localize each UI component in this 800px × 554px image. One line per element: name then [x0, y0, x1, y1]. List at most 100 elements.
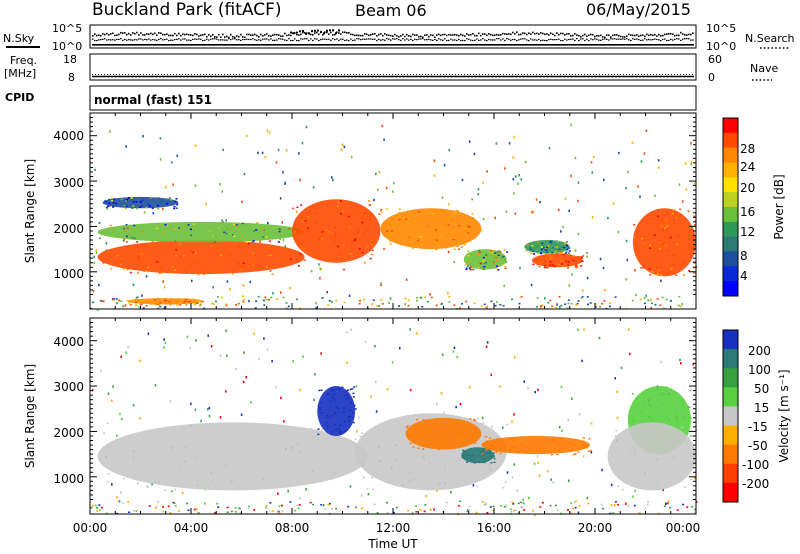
echo-speckle — [169, 304, 172, 306]
nsky-point — [548, 34, 550, 36]
echo-speckle — [639, 411, 642, 413]
echo-speckle — [365, 229, 368, 231]
scatter-mark — [405, 278, 408, 281]
scatter-mark — [583, 328, 585, 331]
nsearch-point — [292, 39, 294, 42]
echo-speckle — [467, 265, 470, 267]
echo-speckle — [177, 240, 180, 242]
echo-speckle — [660, 474, 663, 476]
power-colorbar-swatch — [723, 266, 738, 282]
nsky-baseline-point — [484, 44, 486, 46]
nsearch-point — [122, 39, 124, 41]
nsearch-point — [502, 38, 504, 40]
scatter-mark — [530, 211, 533, 214]
echo-speckle — [386, 208, 389, 210]
nsearch-point — [444, 38, 446, 40]
echo-speckle — [269, 442, 272, 444]
echo-speckle — [288, 228, 291, 230]
ground-scatter-mark — [347, 505, 350, 508]
echo-speckle — [561, 447, 564, 450]
echo-speckle — [501, 256, 504, 259]
echo-speckle — [194, 252, 197, 254]
nsky-point — [538, 33, 540, 35]
echo-speckle — [437, 437, 440, 439]
ground-scatter-mark — [430, 296, 433, 299]
nsky-baseline-point — [192, 44, 194, 46]
nsky-baseline-point — [548, 44, 550, 46]
echo-speckle — [555, 255, 558, 257]
nsky-point — [490, 33, 492, 36]
ground-scatter-mark — [157, 500, 160, 503]
echo-speckle — [502, 443, 505, 445]
nsky-point — [222, 33, 224, 36]
echo-speckle — [336, 387, 339, 390]
echo-speckle — [398, 211, 401, 214]
ground-scatter-mark — [411, 512, 414, 515]
nsky-baseline-point — [154, 44, 156, 46]
echo-speckle — [353, 404, 356, 407]
nsearch-point — [468, 38, 470, 40]
echo-speckle — [458, 434, 461, 436]
echo-speckle — [551, 440, 554, 442]
nsky-point — [380, 33, 382, 35]
echo-speckle — [361, 432, 364, 435]
echo-speckle — [519, 448, 522, 451]
nsearch-point — [328, 38, 330, 40]
echo-speckle — [130, 236, 133, 239]
ground-scatter-mark — [96, 507, 99, 509]
echo-speckle — [157, 204, 160, 207]
nsky-peak-point — [290, 31, 292, 34]
ground-scatter-mark — [120, 300, 123, 303]
ground-scatter-mark — [514, 509, 517, 511]
nsearch-point — [452, 39, 454, 41]
velocity-colorbar-swatches — [723, 330, 738, 503]
nsearch-point — [104, 38, 106, 40]
ground-scatter-mark — [269, 502, 272, 504]
nsky-baseline-point — [128, 44, 130, 46]
nsky-point — [292, 32, 294, 34]
nsearch-point — [300, 38, 302, 40]
scatter-mark — [577, 181, 580, 184]
nsky-point — [312, 34, 314, 36]
scatter-mark — [155, 505, 158, 508]
echo-speckle — [173, 446, 176, 449]
echo-speckle — [556, 240, 559, 243]
scatter-mark — [503, 284, 506, 288]
nsky-baseline-point — [202, 44, 204, 46]
echo-speckle — [364, 440, 367, 442]
echo-speckle — [174, 240, 177, 243]
echo-speckle — [406, 425, 409, 427]
echo-speckle — [559, 250, 562, 253]
echo-speckle — [563, 242, 566, 245]
nsearch-point — [490, 39, 492, 41]
echo-speckle — [336, 245, 339, 248]
echo-speckle — [562, 260, 565, 262]
nsky-point — [98, 34, 100, 37]
ground-scatter-mark — [115, 302, 118, 304]
echo-speckle — [512, 440, 515, 443]
nsky-point — [268, 34, 270, 37]
echo-speckle — [545, 441, 548, 443]
echo-speckle — [504, 267, 507, 270]
echo-speckle — [649, 397, 652, 400]
ground-scatter-mark — [217, 506, 220, 509]
nsearch-point — [152, 38, 154, 41]
scatter-mark — [450, 491, 452, 494]
ground-scatter-mark — [196, 302, 199, 305]
nsky-point — [266, 33, 268, 35]
nsky-baseline-point — [444, 44, 446, 46]
echo-speckle — [494, 252, 497, 254]
ground-scatter-mark — [359, 299, 362, 302]
echo-speckle — [492, 261, 495, 264]
nsky-point — [202, 34, 204, 36]
echo-speckle — [483, 443, 486, 445]
nsky-baseline-point — [274, 44, 276, 46]
ground-scatter-mark — [167, 505, 170, 508]
nsearch-point — [176, 38, 178, 40]
echo-speckle — [496, 251, 499, 254]
scatter-mark — [578, 413, 581, 416]
ground-scatter-mark — [294, 509, 297, 512]
echo-speckle — [529, 251, 532, 253]
echo-speckle — [256, 222, 259, 224]
scatter-mark — [433, 174, 436, 177]
